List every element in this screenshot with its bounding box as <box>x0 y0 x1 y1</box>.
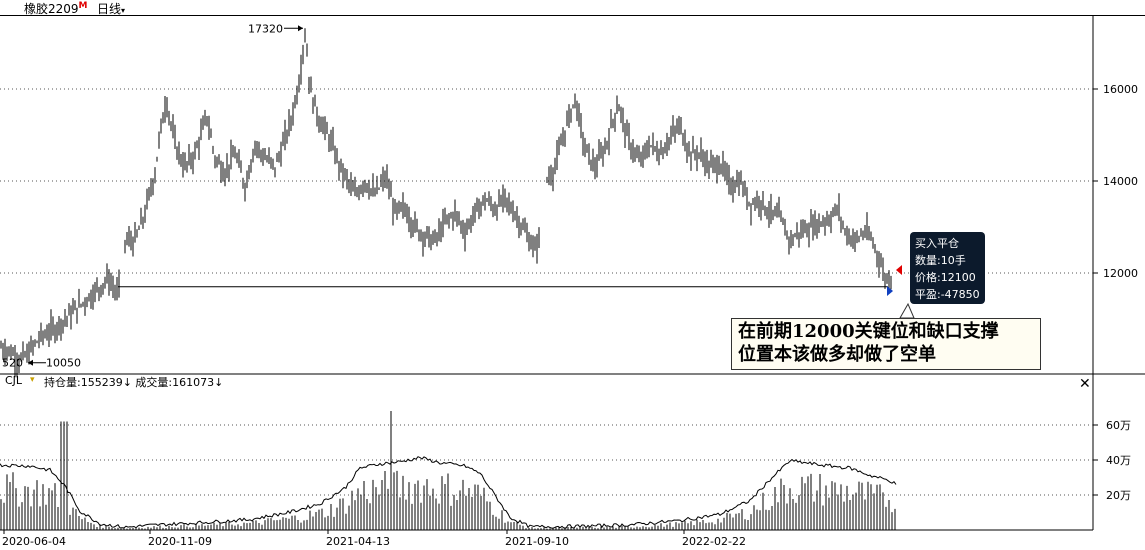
low-label: 10050 <box>46 357 81 370</box>
open-interest-path <box>0 456 897 529</box>
x-tick-label: 2020-06-04 <box>2 535 66 548</box>
x-tick-label: 2022-02-22 <box>682 535 746 548</box>
trade-tooltip: 买入平仓 数量:10手 价格:12100 平盈:-47850 <box>910 232 985 304</box>
x-tick-label: 2020-11-09 <box>148 535 212 548</box>
period-selector[interactable]: 日线▾ <box>97 2 126 16</box>
symbol-title[interactable]: 橡胶2209M <box>24 1 88 16</box>
annotation-box: 在前期12000关键位和缺口支撑 位置本该做多却做了空单 <box>731 318 1041 370</box>
indicator-dropdown-icon[interactable]: ▾ <box>30 375 35 385</box>
low-arrow <box>28 359 33 366</box>
candle-series <box>0 28 892 378</box>
annotation-line-2: 位置本该做多却做了空单 <box>738 344 936 365</box>
tooltip-profit: 平盈:-47850 <box>915 288 980 301</box>
main-contract-mark: M <box>78 1 88 11</box>
indicator-values: 持仓量:155239↓ 成交量:161073↓ <box>44 376 224 389</box>
y-tick-label: 14000 <box>1103 175 1138 188</box>
open-interest-line <box>0 456 897 529</box>
y-tick-label: 12000 <box>1103 267 1138 280</box>
tooltip-pointer <box>899 302 915 319</box>
indicator-name[interactable]: CJL <box>5 374 23 387</box>
high-label: 17320 <box>248 22 283 35</box>
top-bar: 橡胶2209M 日线▾ <box>0 0 1145 16</box>
sub-y-tick-label: 40万 <box>1106 454 1131 467</box>
chart-labels: 16000 14000 12000 60万 40万 20万 2020-06-04 2020-1… <box>2 22 1138 548</box>
volume-bars <box>0 411 896 530</box>
tooltip-price: 价格:12100 <box>915 271 976 284</box>
annotation-line-1: 在前期12000关键位和缺口支撑 <box>738 321 999 342</box>
high-arrow <box>298 25 303 32</box>
sub-y-tick-label: 60万 <box>1106 419 1131 432</box>
tooltip-action: 买入平仓 <box>915 237 959 250</box>
sell-marker-icon <box>896 265 902 275</box>
close-icon[interactable]: ✕ <box>1079 376 1091 392</box>
x-tick-label: 2021-04-13 <box>326 535 390 548</box>
sub-y-tick-label: 20万 <box>1106 489 1131 502</box>
chevron-down-icon: ▾ <box>121 6 126 15</box>
y-tick-label: 16000 <box>1103 83 1138 96</box>
tooltip-quantity: 数量:10手 <box>915 254 966 267</box>
x-tick-label: 2021-09-10 <box>505 535 569 548</box>
grid-lines <box>0 88 1098 496</box>
buy-marker-icon <box>887 286 893 296</box>
low-left-label: 520 <box>2 357 23 370</box>
